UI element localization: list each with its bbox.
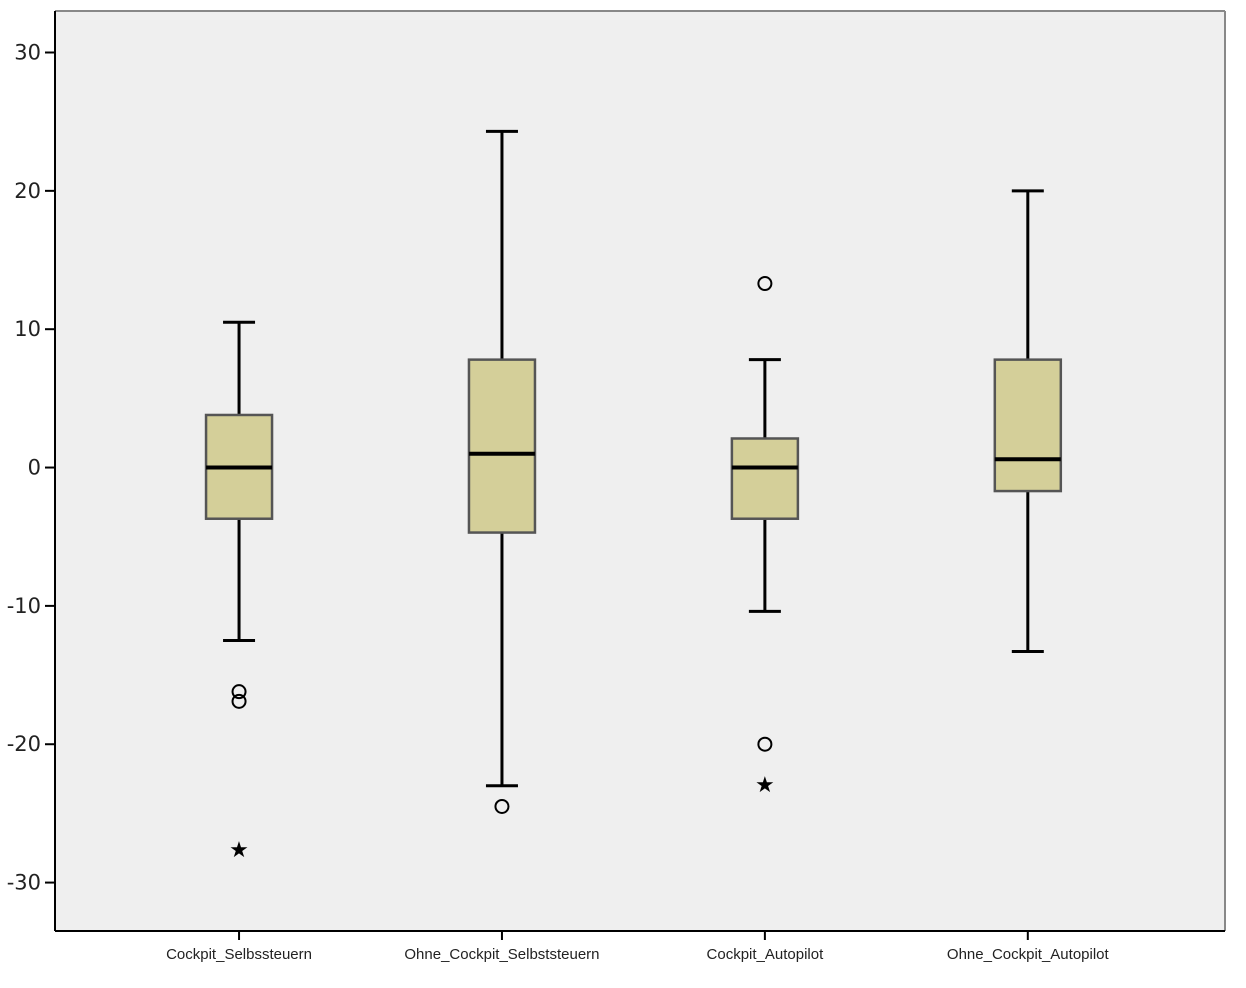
box-1: ★ — [204, 320, 274, 863]
outlier-point — [757, 276, 773, 292]
box-3: ★ — [730, 276, 800, 798]
y-tick-label: -20 — [7, 732, 41, 756]
y-tick-label: -30 — [7, 871, 41, 895]
y-tick-label: 20 — [14, 179, 41, 203]
y-tick-label: 30 — [14, 41, 41, 65]
x-category-label: Cockpit_Selbssteuern — [166, 946, 312, 963]
iqr-box — [730, 437, 800, 520]
box-series: ★★ — [204, 129, 1063, 863]
box-2 — [467, 129, 537, 814]
box-4 — [993, 189, 1063, 654]
outlier-point — [494, 798, 510, 814]
outlier-point — [231, 684, 247, 700]
extreme-point: ★ — [229, 838, 249, 863]
outlier-point — [757, 736, 773, 752]
y-axis-ticks: 30 20 10 0 -10 -20 -30 — [7, 41, 55, 895]
outlier-point — [231, 693, 247, 709]
x-category-label: Cockpit_Autopilot — [707, 946, 825, 963]
iqr-box — [993, 358, 1063, 493]
y-tick-label: 10 — [14, 317, 41, 341]
x-category-label: Ohne_Cockpit_Autopilot — [947, 946, 1110, 963]
x-axis-ticks: Cockpit_Selbssteuern Ohne_Cockpit_Selbsts… — [166, 931, 1110, 963]
y-tick-label: 0 — [28, 456, 41, 480]
extreme-point: ★ — [755, 773, 775, 798]
y-tick-label: -10 — [7, 594, 41, 618]
x-category-label: Ohne_Cockpit_Selbststeuern — [404, 946, 599, 963]
iqr-box — [467, 358, 537, 534]
